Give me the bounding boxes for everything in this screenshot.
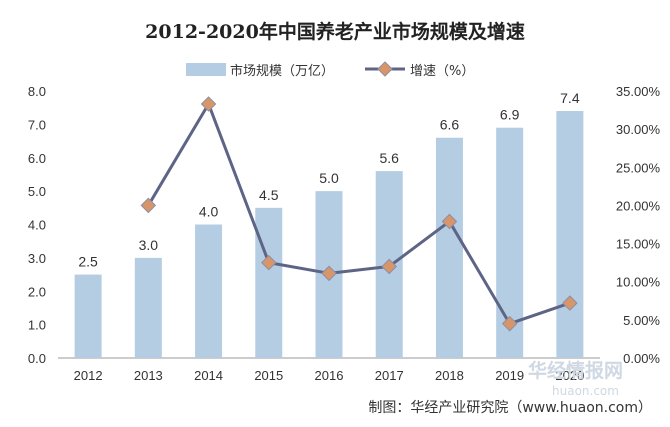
y-left-tick: 3.0: [28, 251, 46, 266]
chart-title: 2012-2020年中国养老产业市场规模及增速: [145, 20, 525, 43]
watermark-url: huaon.com: [552, 384, 619, 398]
x-tick-2012: 2012: [74, 368, 103, 383]
y-left-tick: 4.0: [28, 218, 46, 233]
y-right-tick: 30.00%: [616, 122, 661, 137]
legend-line-marker: [377, 61, 393, 77]
y-right-tick: 25.00%: [616, 160, 661, 175]
y-left-tick: 2.0: [28, 284, 46, 299]
growth-point-2019: [501, 315, 518, 332]
x-tick-2016: 2016: [315, 368, 344, 383]
growth-point-2018: [441, 213, 458, 230]
bar-2014: [195, 224, 223, 358]
growth-line-series: [140, 96, 578, 332]
bar-2015: [255, 207, 283, 358]
bar-label-2016: 5.0: [319, 170, 339, 186]
legend-line-label: 增速（%）: [410, 64, 474, 79]
y-left-tick-labels: 0.0 1.0 2.0 3.0 4.0 5.0 6.0 7.0 8.0: [28, 84, 46, 366]
bar-label-2020: 7.4: [560, 90, 580, 106]
growth-point-2017: [381, 258, 398, 275]
bars: [74, 111, 584, 359]
bar-2013: [134, 257, 162, 358]
growth-point-2016: [321, 265, 337, 282]
y-right-tick: 35.00%: [616, 84, 661, 99]
y-left-tick: 1.0: [28, 318, 46, 333]
growth-point-2015: [260, 254, 277, 271]
x-tick-2019: 2019: [495, 368, 524, 383]
x-tick-2017: 2017: [375, 368, 404, 383]
x-tick-2013: 2013: [134, 368, 163, 383]
bar-label-2019: 6.9: [500, 107, 520, 123]
watermark: 华经情报网 huaon.com: [528, 359, 623, 398]
bar-label-2017: 5.6: [379, 150, 399, 166]
x-tick-2015: 2015: [254, 368, 283, 383]
legend: 市场规模（万亿） 增速（%）: [186, 61, 474, 79]
y-left-tick: 6.0: [28, 151, 46, 166]
bar-label-2012: 2.5: [78, 254, 98, 270]
x-tick-2018: 2018: [435, 368, 464, 383]
bar-2020: [556, 111, 584, 359]
bar-labels: 2.5 3.0 4.0 4.5 5.0 5.6 6.6 6.9 7.4: [78, 90, 579, 270]
bar-label-2013: 3.0: [139, 237, 159, 253]
growth-point-2013: [140, 197, 157, 214]
y-left-tick: 7.0: [28, 117, 46, 132]
bar-label-2018: 6.6: [440, 117, 460, 133]
y-right-tick: 15.00%: [616, 237, 661, 252]
x-tick-2014: 2014: [194, 368, 223, 383]
y-right-tick: 5.00%: [623, 313, 660, 328]
y-left-tick: 5.0: [28, 184, 46, 199]
bar-label-2014: 4.0: [199, 204, 219, 220]
bar-2012: [74, 274, 102, 358]
y-right-tick: 10.00%: [616, 275, 661, 290]
growth-point-2020: [562, 295, 578, 311]
x-tick-labels: 2012 2013 2014 2015 2016 2017 2018 2019 2020: [74, 368, 585, 383]
x-tick-2020: 2020: [555, 368, 584, 383]
growth-point-2014: [200, 96, 217, 112]
y-right-tick: 20.00%: [616, 198, 661, 213]
legend-bar-label: 市场规模（万亿）: [230, 63, 334, 79]
y-right-tick-labels: 0.00% 5.00% 10.00% 15.00% 20.00% 25.00% 30.00%…: [616, 84, 661, 366]
y-left-tick: 8.0: [28, 84, 46, 99]
bar-2018: [435, 137, 463, 358]
legend-bar-swatch: [186, 63, 226, 76]
growth-line: [147, 102, 571, 326]
watermark-text: 华经情报网: [528, 359, 623, 382]
source-note: 制图：华经产业研究院（www.huaon.com）: [368, 400, 652, 416]
y-right-tick: 0.00%: [623, 351, 660, 366]
y-left-tick: 0.0: [28, 351, 46, 366]
bar-label-2015: 4.5: [259, 187, 279, 203]
